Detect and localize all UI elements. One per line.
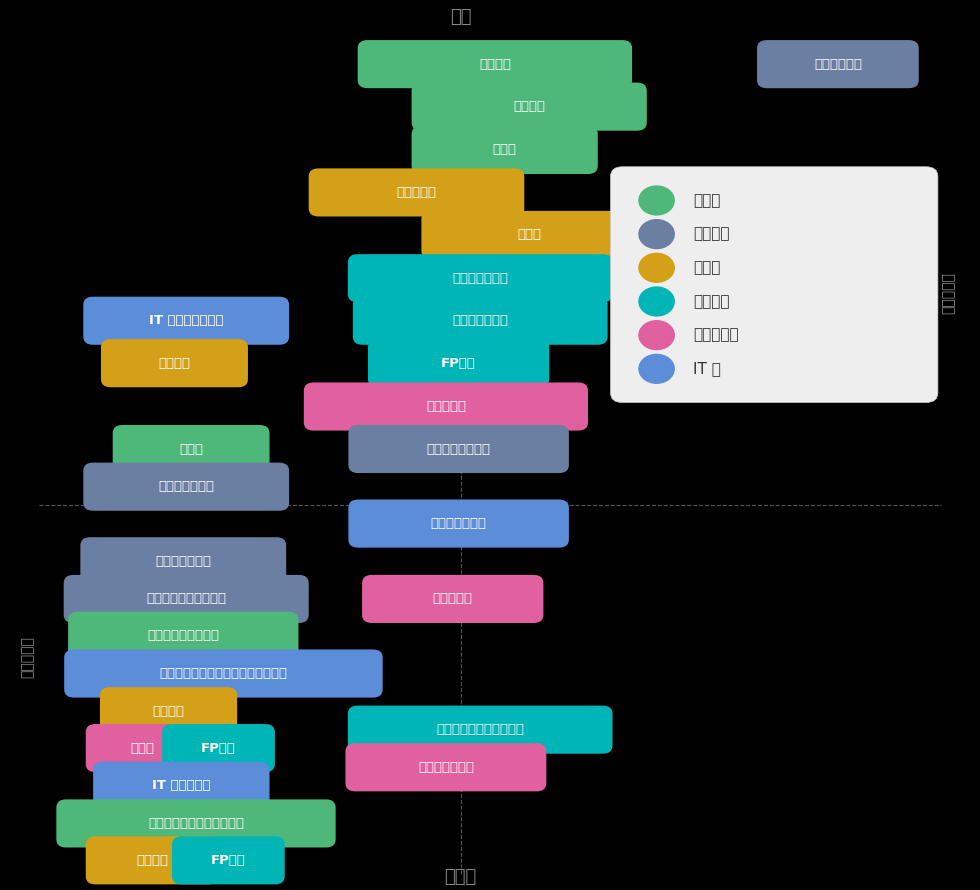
Text: マンション管理士: マンション管理士: [426, 442, 491, 456]
Circle shape: [639, 354, 674, 384]
Circle shape: [639, 320, 674, 350]
Text: 法律系: 法律系: [693, 193, 720, 208]
Text: 弁理士: 弁理士: [493, 143, 516, 157]
Text: 簿記３級: 簿記３級: [136, 854, 168, 867]
Text: 易しめ: 易しめ: [445, 868, 476, 886]
FancyBboxPatch shape: [172, 837, 284, 885]
Text: ビジネス実務法務検定３級: ビジネス実務法務検定３級: [148, 817, 244, 830]
Text: 不動産系: 不動産系: [693, 227, 729, 241]
Text: FP１級: FP１級: [441, 357, 476, 369]
Text: 簿記２級: 簿記２級: [153, 705, 184, 717]
FancyBboxPatch shape: [349, 425, 568, 473]
Text: 公認心理師: 公認心理師: [426, 400, 466, 413]
Text: 管理業務主任者: 管理業務主任者: [155, 554, 212, 568]
Text: 保育士: 保育士: [130, 741, 154, 755]
Text: キャリアコンサルタント: キャリアコンサルタント: [436, 724, 524, 736]
FancyBboxPatch shape: [304, 383, 588, 431]
FancyBboxPatch shape: [65, 650, 382, 698]
Text: 難関: 難関: [450, 8, 471, 26]
FancyBboxPatch shape: [368, 339, 549, 387]
Text: 司法書士: 司法書士: [514, 101, 545, 113]
FancyBboxPatch shape: [346, 743, 547, 791]
Text: FP２級: FP２級: [201, 741, 236, 755]
Text: 職場に必要: 職場に必要: [21, 636, 34, 678]
Text: FP３級: FP３級: [211, 854, 246, 867]
FancyBboxPatch shape: [100, 687, 237, 735]
FancyBboxPatch shape: [358, 40, 632, 88]
FancyBboxPatch shape: [69, 611, 298, 659]
Text: 社会保険労務士: 社会保険労務士: [452, 271, 509, 285]
FancyBboxPatch shape: [80, 538, 286, 586]
FancyBboxPatch shape: [349, 499, 568, 547]
FancyBboxPatch shape: [101, 339, 248, 387]
Text: 公認会計士: 公認会計士: [397, 186, 436, 199]
Text: コンサル: コンサル: [693, 294, 729, 309]
FancyBboxPatch shape: [611, 166, 938, 402]
Circle shape: [639, 220, 674, 248]
Text: 通関士: 通関士: [179, 442, 203, 456]
FancyBboxPatch shape: [93, 762, 270, 810]
Text: 行政書士: 行政書士: [800, 314, 831, 328]
FancyBboxPatch shape: [309, 168, 524, 216]
FancyBboxPatch shape: [57, 799, 335, 847]
FancyBboxPatch shape: [412, 83, 647, 131]
Circle shape: [639, 287, 674, 316]
FancyBboxPatch shape: [729, 255, 902, 303]
FancyBboxPatch shape: [86, 724, 198, 773]
Text: 土地家屋調査士: 土地家屋調査士: [787, 271, 844, 285]
FancyBboxPatch shape: [757, 40, 919, 88]
Circle shape: [639, 254, 674, 282]
Text: 簿記１級: 簿記１級: [159, 357, 190, 369]
Text: 不動産鑑定士: 不動産鑑定士: [814, 58, 861, 70]
FancyBboxPatch shape: [421, 211, 637, 259]
FancyBboxPatch shape: [363, 575, 543, 623]
FancyBboxPatch shape: [64, 575, 309, 623]
Text: 独立開業系: 独立開業系: [942, 271, 956, 313]
Text: 中小企業診断士: 中小企業診断士: [452, 314, 509, 328]
FancyBboxPatch shape: [162, 724, 274, 773]
Text: 心理・福祉: 心理・福祉: [693, 328, 739, 343]
Text: IT パスポート: IT パスポート: [152, 780, 211, 792]
Text: 基本情報技術者: 基本情報技術者: [430, 517, 487, 530]
FancyBboxPatch shape: [742, 296, 889, 344]
FancyBboxPatch shape: [348, 255, 612, 303]
Text: 税理士: 税理士: [517, 229, 541, 241]
Text: 貸金業務取扱主任者: 貸金業務取扱主任者: [147, 629, 220, 643]
FancyBboxPatch shape: [86, 837, 219, 885]
FancyBboxPatch shape: [113, 425, 270, 473]
Text: 賃貸不動産経営管理士: 賃貸不動産経営管理士: [146, 593, 226, 605]
Text: 精神保健福祉士: 精神保健福祉士: [417, 761, 474, 773]
Text: 情報セキュリティマネジメント試験: 情報セキュリティマネジメント試験: [160, 667, 287, 680]
Text: IT コーディネータ: IT コーディネータ: [149, 314, 223, 328]
Text: 司法試験: 司法試験: [479, 58, 511, 70]
FancyBboxPatch shape: [83, 296, 289, 344]
FancyBboxPatch shape: [353, 296, 608, 344]
Circle shape: [639, 186, 674, 214]
FancyBboxPatch shape: [348, 706, 612, 754]
Text: IT 系: IT 系: [693, 361, 720, 376]
Text: 会計系: 会計系: [693, 260, 720, 275]
FancyBboxPatch shape: [412, 125, 598, 174]
Text: 宅地建物取引士: 宅地建物取引士: [158, 481, 215, 493]
Text: 社会福祉士: 社会福祉士: [433, 593, 472, 605]
FancyBboxPatch shape: [83, 463, 289, 511]
